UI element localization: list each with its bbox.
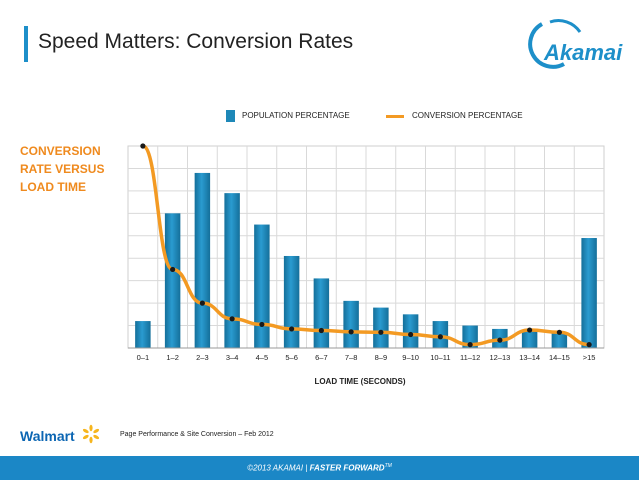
- walmart-spark-icon: [82, 424, 100, 444]
- footer-tm: TM: [384, 463, 392, 469]
- source-caption: Page Performance & Site Conversion – Feb…: [120, 431, 274, 438]
- bar-population: [313, 278, 330, 348]
- bar-population: [194, 172, 211, 348]
- bar-population: [551, 332, 568, 348]
- x-tick-label: 4–5: [256, 353, 269, 362]
- footer-copyright: ©2013 AKAMAI: [247, 463, 304, 473]
- x-tick-label: 1–2: [166, 353, 179, 362]
- bar-population: [402, 314, 419, 348]
- point-conversion: [140, 143, 146, 149]
- x-tick-label: 8–9: [375, 353, 388, 362]
- conversion-chart: 0–1 1–2 2–3 3–4 4–5 5–6 6–7 7–8 8–9 9–10 10–11 11–1…: [127, 143, 605, 362]
- point-conversion: [259, 321, 265, 328]
- x-tick-label: 10–11: [430, 353, 450, 362]
- point-conversion: [170, 266, 176, 273]
- x-tick-label: 6–7: [315, 353, 328, 362]
- point-conversion: [348, 329, 354, 335]
- bar-population: [373, 307, 389, 348]
- x-tick-label: 5–6: [285, 353, 298, 362]
- page-title: Speed Matters: Conversion Rates: [38, 30, 354, 53]
- x-tick-label: 9–10: [402, 353, 419, 362]
- x-tick-label: 13–14: [519, 353, 540, 362]
- point-conversion: [586, 342, 592, 348]
- bar-population: [343, 300, 359, 348]
- point-conversion: [497, 337, 503, 343]
- x-tick-label: >15: [583, 353, 596, 362]
- point-conversion: [318, 327, 324, 334]
- x-axis-title: LOAD TIME (SECONDS): [314, 377, 406, 386]
- bar-population: [283, 255, 300, 348]
- bar-population: [254, 224, 270, 348]
- footer-tagline: FASTER FORWARD: [309, 463, 385, 473]
- footer-bar: [0, 456, 639, 480]
- footer-separator: |: [305, 463, 308, 473]
- x-tick-label: 11–12: [460, 353, 480, 362]
- point-conversion: [527, 327, 533, 333]
- x-tick-label: 7–8: [345, 353, 358, 362]
- legend-conversion-label: CONVERSION PERCENTAGE: [412, 111, 523, 120]
- x-tick-label: 12–13: [489, 353, 510, 362]
- bar-population: [462, 325, 478, 348]
- title-accent-bar: [24, 26, 28, 62]
- bar-population: [135, 321, 151, 348]
- bar-population: [224, 193, 240, 348]
- point-conversion: [408, 331, 414, 338]
- point-conversion: [229, 316, 235, 322]
- akamai-swoosh-icon: [528, 22, 565, 69]
- legend-conversion-swatch: [386, 115, 404, 118]
- point-conversion: [467, 342, 473, 348]
- x-tick-label: 0–1: [137, 353, 150, 362]
- bar-population: [164, 213, 181, 348]
- akamai-logo-text: Akamai: [544, 40, 623, 65]
- point-conversion: [378, 329, 384, 335]
- chart-side-label: CONVERSION RATE VERSUS LOAD TIME: [20, 144, 105, 194]
- legend-population-label: POPULATION PERCENTAGE: [242, 111, 350, 120]
- walmart-logo-text: Walmart: [20, 428, 75, 444]
- chart-legend: POPULATION PERCENTAGE CONVERSION PERCENT…: [0, 108, 639, 124]
- footer-text: ©2013 AKAMAI | FASTER FORWARDTM: [0, 463, 639, 473]
- bar-population: [581, 238, 597, 348]
- x-tick-label: 14–15: [549, 353, 570, 362]
- point-conversion: [556, 329, 562, 335]
- legend-population-swatch: [226, 110, 235, 122]
- akamai-logo: [528, 19, 582, 69]
- x-tick-label: 2–3: [196, 353, 209, 362]
- bar-population: [521, 331, 538, 348]
- point-conversion: [437, 334, 443, 340]
- x-tick-label: 3–4: [226, 353, 239, 362]
- point-conversion: [199, 300, 205, 306]
- point-conversion: [289, 326, 295, 332]
